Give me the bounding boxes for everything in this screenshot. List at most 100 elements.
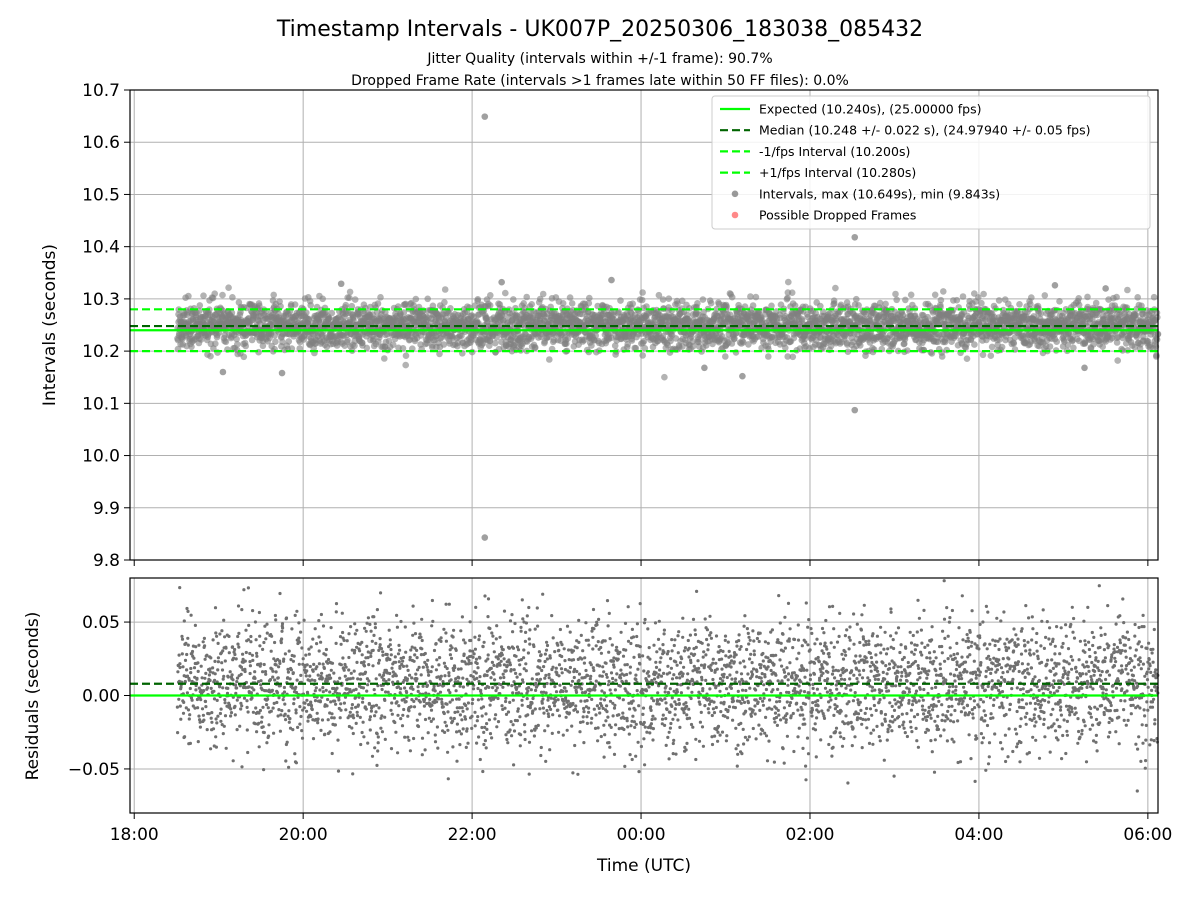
interval-point bbox=[995, 297, 1003, 304]
interval-point bbox=[212, 340, 219, 348]
interval-point bbox=[381, 355, 388, 362]
residual-point bbox=[295, 678, 299, 682]
legend-swatch-5 bbox=[731, 211, 739, 219]
interval-point bbox=[1124, 286, 1131, 294]
interval-point bbox=[207, 352, 214, 360]
residual-point bbox=[245, 699, 249, 703]
residual-point bbox=[280, 637, 284, 641]
residual-point bbox=[230, 673, 234, 677]
interval-point bbox=[536, 295, 544, 303]
residual-point bbox=[259, 683, 263, 687]
interval-point bbox=[988, 343, 996, 351]
interval-point bbox=[441, 286, 449, 293]
interval-point bbox=[679, 297, 686, 305]
interval-point bbox=[953, 296, 961, 304]
residual-point bbox=[349, 625, 353, 629]
residual-point bbox=[262, 662, 266, 667]
residual-point bbox=[340, 611, 344, 615]
residual-point bbox=[253, 620, 257, 624]
residual-point bbox=[255, 654, 259, 658]
interval-point bbox=[979, 351, 987, 359]
residual-point bbox=[236, 642, 240, 646]
residual-point bbox=[314, 686, 318, 690]
intervals-y-tick-label-2: 10.5 bbox=[82, 185, 120, 205]
residual-point bbox=[276, 676, 280, 680]
residual-point bbox=[353, 648, 357, 653]
residual-point bbox=[255, 730, 259, 734]
residual-point bbox=[313, 689, 317, 693]
interval-outlier-point bbox=[851, 406, 859, 414]
residual-point bbox=[283, 652, 287, 656]
interval-point bbox=[385, 337, 393, 345]
residual-point bbox=[185, 691, 189, 695]
residual-point bbox=[245, 705, 249, 710]
interval-point bbox=[791, 302, 799, 309]
residual-point bbox=[329, 700, 333, 704]
interval-point bbox=[510, 296, 517, 303]
residual-point bbox=[188, 741, 192, 746]
residual-point bbox=[237, 645, 241, 649]
residuals-points bbox=[175, 579, 1160, 793]
residual-point bbox=[364, 629, 368, 633]
residual-point bbox=[297, 621, 301, 625]
residual-point bbox=[220, 661, 224, 665]
interval-point bbox=[402, 361, 410, 369]
residual-point bbox=[341, 630, 345, 635]
residual-point bbox=[339, 708, 343, 712]
residual-point bbox=[188, 713, 192, 717]
residual-point bbox=[214, 745, 218, 749]
residual-point bbox=[351, 731, 355, 736]
residual-point bbox=[207, 673, 211, 677]
interval-point bbox=[998, 343, 1006, 351]
residual-point bbox=[355, 628, 359, 632]
residual-point bbox=[319, 640, 323, 644]
residual-point bbox=[175, 705, 179, 709]
residual-point bbox=[333, 699, 337, 703]
interval-point bbox=[546, 356, 553, 363]
residual-point bbox=[316, 721, 320, 725]
residual-point bbox=[298, 705, 302, 709]
residual-point bbox=[368, 718, 372, 722]
interval-point bbox=[196, 302, 204, 309]
residual-point bbox=[315, 665, 319, 669]
residual-point bbox=[321, 690, 325, 694]
residual-point bbox=[300, 729, 304, 733]
residual-point bbox=[299, 630, 303, 634]
residual-point bbox=[287, 649, 291, 653]
residual-point bbox=[353, 632, 357, 636]
interval-point bbox=[1084, 293, 1091, 301]
interval-point bbox=[1010, 340, 1018, 347]
residual-point bbox=[352, 716, 356, 720]
residual-point bbox=[273, 613, 277, 618]
residual-point bbox=[278, 591, 282, 596]
interval-point bbox=[765, 353, 772, 360]
interval-point bbox=[1075, 295, 1082, 302]
residual-point bbox=[329, 626, 333, 630]
residual-point bbox=[326, 657, 331, 662]
interval-point bbox=[643, 303, 650, 310]
residual-point bbox=[203, 644, 207, 648]
residual-point bbox=[240, 765, 244, 769]
residual-point bbox=[317, 635, 321, 639]
residual-point bbox=[365, 644, 369, 649]
residual-point bbox=[252, 688, 256, 692]
residual-point bbox=[294, 708, 298, 712]
residual-point bbox=[313, 679, 317, 683]
interval-point bbox=[639, 289, 646, 296]
residual-point bbox=[268, 678, 273, 682]
residual-point bbox=[319, 612, 323, 617]
residual-point bbox=[186, 643, 190, 647]
residual-point bbox=[201, 640, 205, 644]
residual-point bbox=[293, 613, 297, 618]
residual-point bbox=[360, 730, 364, 735]
residual-point bbox=[186, 609, 190, 614]
residual-point bbox=[262, 640, 266, 645]
residual-point bbox=[366, 683, 370, 687]
residual-point bbox=[185, 652, 189, 657]
interval-point bbox=[402, 300, 409, 308]
interval-point bbox=[346, 294, 353, 302]
interval-point bbox=[225, 284, 232, 292]
residual-point bbox=[359, 677, 363, 681]
residual-point bbox=[293, 752, 297, 756]
